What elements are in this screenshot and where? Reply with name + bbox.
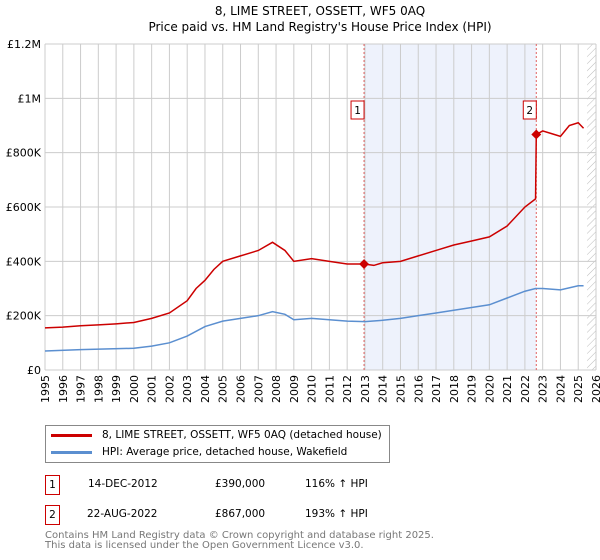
chart-title: 8, LIME STREET, OSSETT, WF5 0AQ	[215, 4, 425, 18]
x-tick-label: 2008	[270, 375, 283, 403]
x-tick-label: 2025	[572, 375, 585, 403]
legend: 8, LIME STREET, OSSETT, WF5 0AQ (detache…	[45, 425, 390, 463]
y-tick-label: £1M	[18, 92, 42, 105]
sale-date: 22-AUG-2022	[87, 508, 158, 520]
sale-label: 2	[526, 105, 533, 117]
legend-item-property: 8, LIME STREET, OSSETT, WF5 0AQ (detache…	[51, 429, 382, 441]
sale-badge: 1	[45, 475, 60, 495]
footer-licence: This data is licensed under the Open Gov…	[45, 540, 364, 551]
legend-item-hpi: HPI: Average price, detached house, Wake…	[51, 446, 347, 458]
x-tick-label: 2021	[501, 375, 514, 403]
x-tick-label: 2023	[537, 375, 550, 403]
y-tick-label: £0	[27, 364, 41, 377]
legend-swatch	[51, 450, 92, 454]
sale-label-box	[522, 100, 537, 120]
legend-swatch	[51, 433, 92, 437]
x-tick-label: 2009	[288, 375, 301, 403]
x-tick-label: 2026	[590, 375, 600, 403]
chart-subtitle: Price paid vs. HM Land Registry's House …	[148, 20, 491, 34]
x-tick-label: 2004	[199, 375, 212, 403]
x-tick-label: 2015	[394, 375, 407, 403]
series-line	[44, 121, 585, 329]
x-tick-label: 2011	[323, 375, 336, 403]
x-tick-label: 2022	[519, 375, 532, 403]
legend-label: 8, LIME STREET, OSSETT, WF5 0AQ (detache…	[102, 429, 382, 441]
x-tick-label: 2010	[306, 375, 319, 403]
x-tick-label: 2013	[359, 375, 372, 403]
sale-label: 1	[354, 105, 361, 117]
series-line	[44, 285, 584, 352]
x-tick-label: 2018	[448, 375, 461, 403]
sale-price: £390,000	[215, 478, 266, 490]
y-tick-label: £800K	[6, 147, 42, 160]
x-tick-label: 1995	[39, 375, 52, 403]
x-tick-label: 2024	[554, 375, 567, 403]
x-tick-label: 2016	[412, 375, 425, 403]
x-tick-label: 1997	[75, 375, 88, 403]
x-tick-label: 2003	[181, 375, 194, 403]
x-tick-label: 2014	[377, 375, 390, 403]
sale-point	[531, 129, 542, 140]
y-tick-label: £400K	[6, 255, 42, 268]
y-tick-label: £200K	[6, 310, 42, 323]
sale-badge: 2	[45, 505, 60, 525]
y-tick-label: £1.2M	[7, 38, 41, 51]
sale-date: 14-DEC-2012	[88, 478, 158, 490]
x-tick-label: 2006	[235, 375, 248, 403]
sale-label-box	[350, 100, 365, 120]
x-tick-label: 2020	[483, 375, 496, 403]
sale-hpi: 116% ↑ HPI	[305, 478, 368, 490]
footer: Contains HM Land Registry data © Crown c…	[45, 531, 434, 551]
price-chart: 8, LIME STREET, OSSETT, WF5 0AQ Price pa…	[6, 4, 600, 403]
legend-label: HPI: Average price, detached house, Wake…	[102, 446, 348, 458]
sale-hpi: 193% ↑ HPI	[305, 508, 368, 520]
sale-row: 1 14-DEC-2012 £390,000 116% ↑ HPI	[45, 475, 445, 495]
y-tick-label: £600K	[6, 201, 42, 214]
x-tick-label: 1998	[92, 375, 105, 403]
x-tick-label: 2007	[252, 375, 265, 403]
footer-copyright: Contains HM Land Registry data © Crown c…	[45, 530, 434, 541]
x-tick-label: 2000	[128, 375, 141, 403]
sale-row: 2 22-AUG-2022 £867,000 193% ↑ HPI	[45, 505, 445, 525]
sale-point	[359, 259, 369, 269]
x-tick-label: 2017	[430, 375, 443, 403]
x-tick-label: 2005	[217, 375, 230, 403]
x-tick-label: 1996	[57, 375, 70, 403]
x-tick-label: 2019	[466, 375, 479, 403]
x-tick-label: 2002	[163, 375, 176, 403]
x-tick-label: 2012	[341, 375, 354, 403]
x-tick-label: 2001	[146, 375, 159, 403]
x-tick-label: 1999	[110, 375, 123, 403]
sale-price: £867,000	[215, 508, 266, 520]
